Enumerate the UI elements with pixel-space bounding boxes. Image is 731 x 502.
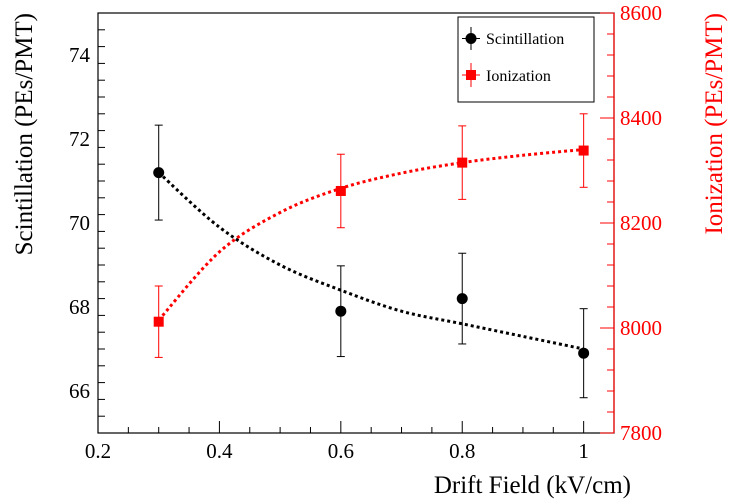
left-tick-label: 74 [69, 43, 91, 67]
right-tick-label: 8000 [620, 316, 662, 340]
left-tick-label: 72 [69, 127, 90, 151]
scintillation-fit-curve [157, 171, 584, 351]
left-tick-label: 70 [69, 211, 90, 235]
legend-box [457, 16, 595, 103]
ionization-point [578, 145, 589, 156]
x-axis-title: Drift Field (kV/cm) [434, 472, 631, 499]
left-tick-label: 66 [69, 379, 90, 403]
x-tick-label: 0.4 [206, 439, 233, 463]
scintillation-point [335, 305, 347, 317]
ionization-fit-curve [157, 148, 584, 322]
left-y-axis-title: Scintillation (PEs/PMT) [11, 13, 38, 255]
legend-marker-scintillation [465, 33, 477, 44]
series-layer [153, 113, 590, 399]
ionization-point [457, 157, 468, 168]
right-y-axis: 7800 8000 8200 8400 8600 [600, 1, 662, 445]
right-tick-label: 8600 [620, 1, 662, 25]
right-tick-label: 7800 [620, 421, 662, 445]
legend-label-scintillation: Scintillation [486, 31, 564, 48]
x-axis: 0.2 0.4 0.6 0.8 1 [85, 421, 615, 463]
x-tick-label: 0.6 [328, 439, 354, 463]
ionization-point [335, 185, 346, 196]
x-tick-label: 0.2 [85, 439, 111, 463]
x-tick-label: 0.8 [449, 439, 475, 463]
legend-marker-ionization [466, 70, 476, 80]
left-tick-label: 68 [69, 295, 90, 319]
scintillation-point [578, 347, 590, 359]
right-y-axis-title: Ionization (PEs/PMT) [701, 13, 728, 235]
left-y-axis: 66 68 70 72 74 [69, 12, 105, 434]
legend: Scintillation Ionization [457, 16, 595, 103]
ionization-point [153, 316, 164, 327]
right-tick-label: 8400 [620, 106, 662, 130]
scintillation-point [456, 293, 468, 305]
x-tick-label: 1 [578, 439, 589, 463]
scintillation-point [153, 167, 165, 179]
legend-label-ionization: Ionization [486, 68, 551, 85]
right-tick-label: 8200 [620, 211, 662, 235]
